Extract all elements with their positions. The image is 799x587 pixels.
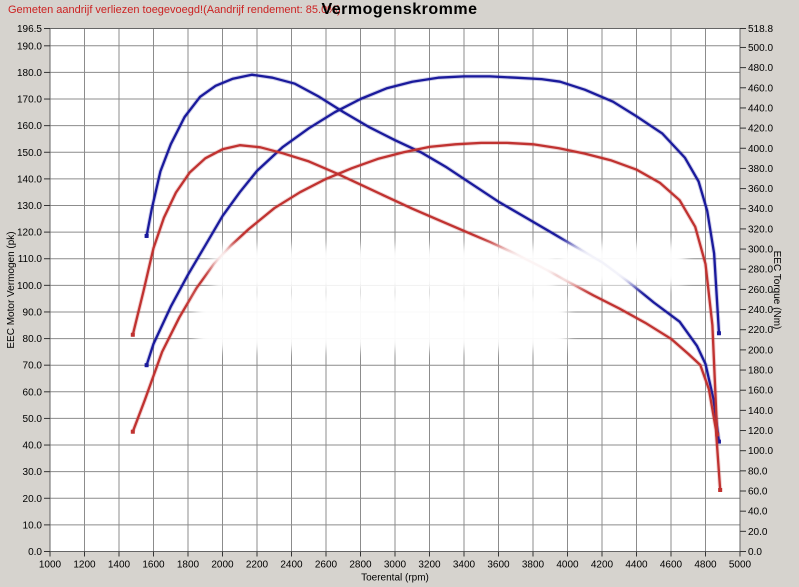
right-tick-label: 120.0 — [748, 426, 773, 437]
right-tick-label: 140.0 — [748, 406, 773, 417]
x-tick-label: 3200 — [418, 560, 441, 571]
left-tick-label: 30.0 — [23, 467, 43, 478]
left-tick-label: 130.0 — [17, 201, 42, 212]
x-tick-label: 2200 — [246, 560, 269, 571]
x-tick-label: 1200 — [73, 560, 96, 571]
right-tick-label: 500.0 — [748, 43, 773, 54]
right-tick-label: 20.0 — [748, 527, 768, 538]
x-tick-label: 2000 — [211, 560, 234, 571]
left-tick-label: 180.0 — [17, 68, 42, 79]
left-tick-label: 196.5 — [17, 24, 42, 35]
y-axis-right-title: EEC Torque (Nm) — [771, 251, 782, 330]
left-tick-label: 50.0 — [23, 414, 43, 425]
right-tick-label: 220.0 — [748, 325, 773, 336]
left-tick-label: 160.0 — [17, 121, 42, 132]
left-tick-label: 170.0 — [17, 95, 42, 106]
x-tick-label: 4400 — [625, 560, 648, 571]
x-tick-label: 4200 — [591, 560, 614, 571]
right-tick-label: 518.8 — [748, 24, 773, 35]
right-tick-label: 60.0 — [748, 487, 768, 498]
x-tick-label: 4800 — [694, 560, 717, 571]
watermark-blur-bottom — [196, 292, 568, 350]
left-tick-label: 60.0 — [23, 387, 43, 398]
curve-endpoint-marker — [716, 331, 721, 336]
x-tick-label: 3800 — [522, 560, 545, 571]
right-tick-label: 300.0 — [748, 245, 773, 256]
left-tick-label: 110.0 — [18, 254, 43, 265]
curve-endpoint-marker — [130, 332, 135, 337]
right-tick-label: 200.0 — [748, 345, 773, 356]
right-tick-label: 0.0 — [748, 547, 762, 558]
left-tick-label: 70.0 — [23, 361, 43, 372]
left-tick-label: 90.0 — [23, 307, 43, 318]
x-tick-label: 3600 — [487, 560, 510, 571]
curve-torque-blue — [145, 73, 721, 443]
right-tick-label: 360.0 — [748, 184, 773, 195]
x-tick-label: 2600 — [315, 560, 338, 571]
x-tick-label: 3000 — [384, 560, 407, 571]
x-tick-label: 3400 — [453, 560, 476, 571]
right-tick-label: 100.0 — [748, 446, 773, 457]
right-tick-label: 440.0 — [748, 103, 773, 114]
watermark-blur-right — [556, 244, 686, 286]
curve-torque-red — [131, 144, 722, 492]
curve-endpoint-marker — [718, 488, 723, 493]
x-tick-label: 1400 — [108, 560, 131, 571]
left-tick-label: 40.0 — [23, 441, 43, 452]
right-tick-label: 180.0 — [748, 366, 773, 377]
left-tick-label: 120.0 — [17, 228, 42, 239]
x-axis-title: Toerental (rpm) — [361, 573, 429, 584]
left-tick-label: 190.0 — [17, 41, 42, 52]
curve-endpoint-marker — [144, 233, 149, 238]
drivetrain-loss-annotation: Gemeten aandrijf verliezen toegevoegd!(A… — [8, 4, 341, 16]
x-tick-label: 2800 — [349, 560, 372, 571]
right-tick-label: 260.0 — [748, 285, 773, 296]
x-tick-label: 2400 — [280, 560, 303, 571]
left-tick-label: 80.0 — [23, 334, 43, 345]
left-tick-label: 0.0 — [28, 547, 42, 558]
x-tick-label: 1800 — [177, 560, 200, 571]
right-tick-label: 160.0 — [748, 386, 773, 397]
curve-endpoint-marker — [130, 429, 135, 434]
right-tick-label: 80.0 — [748, 466, 768, 477]
left-tick-label: 100.0 — [17, 281, 42, 292]
right-tick-label: 420.0 — [748, 124, 773, 135]
y-axis-left-title: EEC Motor Vermogen (pk) — [6, 231, 17, 348]
x-tick-label: 4000 — [556, 560, 579, 571]
right-tick-label: 40.0 — [748, 507, 768, 518]
curve-endpoint-marker — [716, 439, 721, 444]
right-tick-label: 320.0 — [748, 224, 773, 235]
curve-endpoint-marker — [715, 432, 720, 437]
curve-endpoint-marker — [144, 363, 149, 368]
right-tick-label: 400.0 — [748, 144, 773, 155]
x-tick-label: 1600 — [142, 560, 165, 571]
left-tick-label: 150.0 — [17, 148, 42, 159]
x-tick-label: 4600 — [660, 560, 683, 571]
left-tick-label: 20.0 — [23, 494, 43, 505]
x-tick-label: 1000 — [39, 560, 62, 571]
watermark-blur-top — [212, 246, 558, 292]
right-tick-label: 380.0 — [748, 164, 773, 175]
left-tick-label: 10.0 — [23, 520, 43, 531]
right-tick-label: 480.0 — [748, 63, 773, 74]
right-tick-label: 340.0 — [748, 204, 773, 215]
right-tick-label: 280.0 — [748, 265, 773, 276]
right-tick-label: 460.0 — [748, 83, 773, 94]
right-tick-label: 240.0 — [748, 305, 773, 316]
left-tick-label: 140.0 — [17, 174, 42, 185]
curve-power-red — [131, 141, 719, 436]
x-tick-label: 5000 — [729, 560, 752, 571]
curve-power-blue — [145, 75, 721, 367]
page-title: Vermogenskromme — [321, 1, 478, 18]
